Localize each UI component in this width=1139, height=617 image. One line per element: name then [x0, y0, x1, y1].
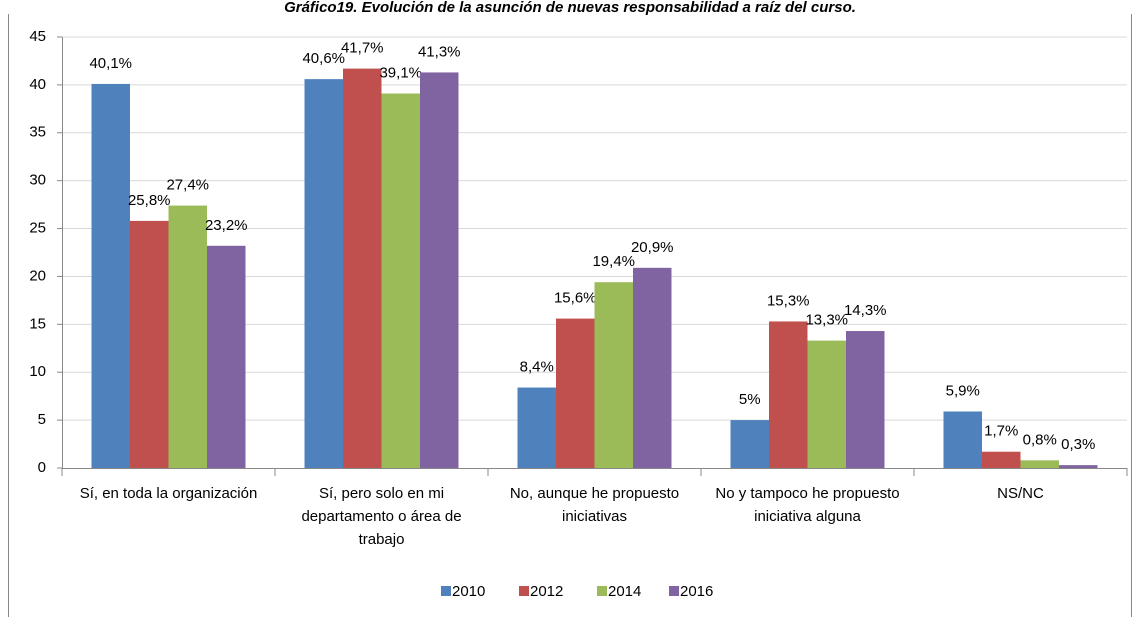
x-tick-label: No y tampoco he propuesto iniciativa alg… — [715, 485, 900, 525]
data-label: 25,8% — [128, 192, 171, 209]
bar — [769, 321, 808, 468]
y-tick-label: 25 — [29, 220, 46, 237]
bar — [1020, 460, 1059, 468]
bar — [846, 331, 885, 468]
x-tick-label: Sí, en toda la organización — [79, 485, 258, 502]
y-tick-label: 20 — [29, 267, 46, 284]
y-tick-label: 5 — [38, 411, 46, 428]
y-tick-label: 30 — [29, 172, 46, 189]
legend-label: 2010 — [452, 583, 485, 600]
data-label: 0,3% — [1061, 436, 1095, 453]
data-label: 20,9% — [631, 239, 674, 256]
data-label: 15,3% — [767, 292, 810, 309]
y-tick-label: 35 — [29, 124, 46, 141]
legend-label: 2016 — [680, 583, 713, 600]
bar — [594, 282, 633, 468]
legend-label: 2012 — [530, 583, 563, 600]
legend-swatch — [441, 586, 451, 596]
x-tick-label: NS/NC — [997, 485, 1044, 502]
data-label: 1,7% — [984, 423, 1018, 440]
legend-swatch — [519, 586, 529, 596]
bar — [730, 420, 769, 468]
y-tick-label: 10 — [29, 363, 46, 380]
data-label: 40,6% — [302, 50, 345, 67]
bar — [1059, 465, 1098, 468]
bar — [556, 318, 595, 468]
y-tick-label: 40 — [29, 76, 46, 93]
y-tick-label: 15 — [29, 315, 46, 332]
data-label: 14,3% — [844, 302, 887, 319]
bar — [381, 93, 420, 469]
bar — [982, 451, 1021, 468]
bar — [807, 340, 846, 468]
data-label: 15,6% — [554, 290, 597, 307]
bar — [91, 83, 130, 468]
data-label: 41,3% — [418, 43, 461, 60]
bar — [343, 68, 382, 469]
data-label: 39,1% — [379, 64, 422, 81]
data-label: 23,2% — [205, 217, 248, 234]
bar — [168, 205, 207, 468]
y-tick-label: 45 — [29, 28, 46, 45]
bar — [943, 411, 982, 468]
legend-swatch — [669, 586, 679, 596]
data-label: 5% — [739, 391, 761, 408]
legend-label: 2014 — [608, 583, 641, 600]
bar — [517, 387, 556, 468]
bar — [207, 245, 246, 468]
data-label: 41,7% — [341, 40, 384, 57]
data-label: 40,1% — [89, 55, 132, 72]
x-tick-label: Sí, pero solo en mi departamento o área … — [301, 485, 462, 548]
data-label: 27,4% — [166, 177, 209, 194]
data-label: 19,4% — [592, 253, 635, 270]
y-tick-label: 0 — [38, 459, 46, 476]
bar — [420, 72, 459, 468]
bar — [130, 220, 169, 468]
data-label: 5,9% — [946, 382, 980, 399]
legend-swatch — [597, 586, 607, 596]
bar — [633, 267, 672, 468]
data-label: 8,4% — [520, 359, 554, 376]
data-label: 13,3% — [805, 312, 848, 329]
data-label: 0,8% — [1023, 431, 1057, 448]
bar — [304, 79, 343, 469]
x-tick-label: No, aunque he propuesto iniciativas — [509, 485, 680, 525]
chart-title: Gráfico19. Evolución de la asunción de n… — [284, 0, 856, 16]
